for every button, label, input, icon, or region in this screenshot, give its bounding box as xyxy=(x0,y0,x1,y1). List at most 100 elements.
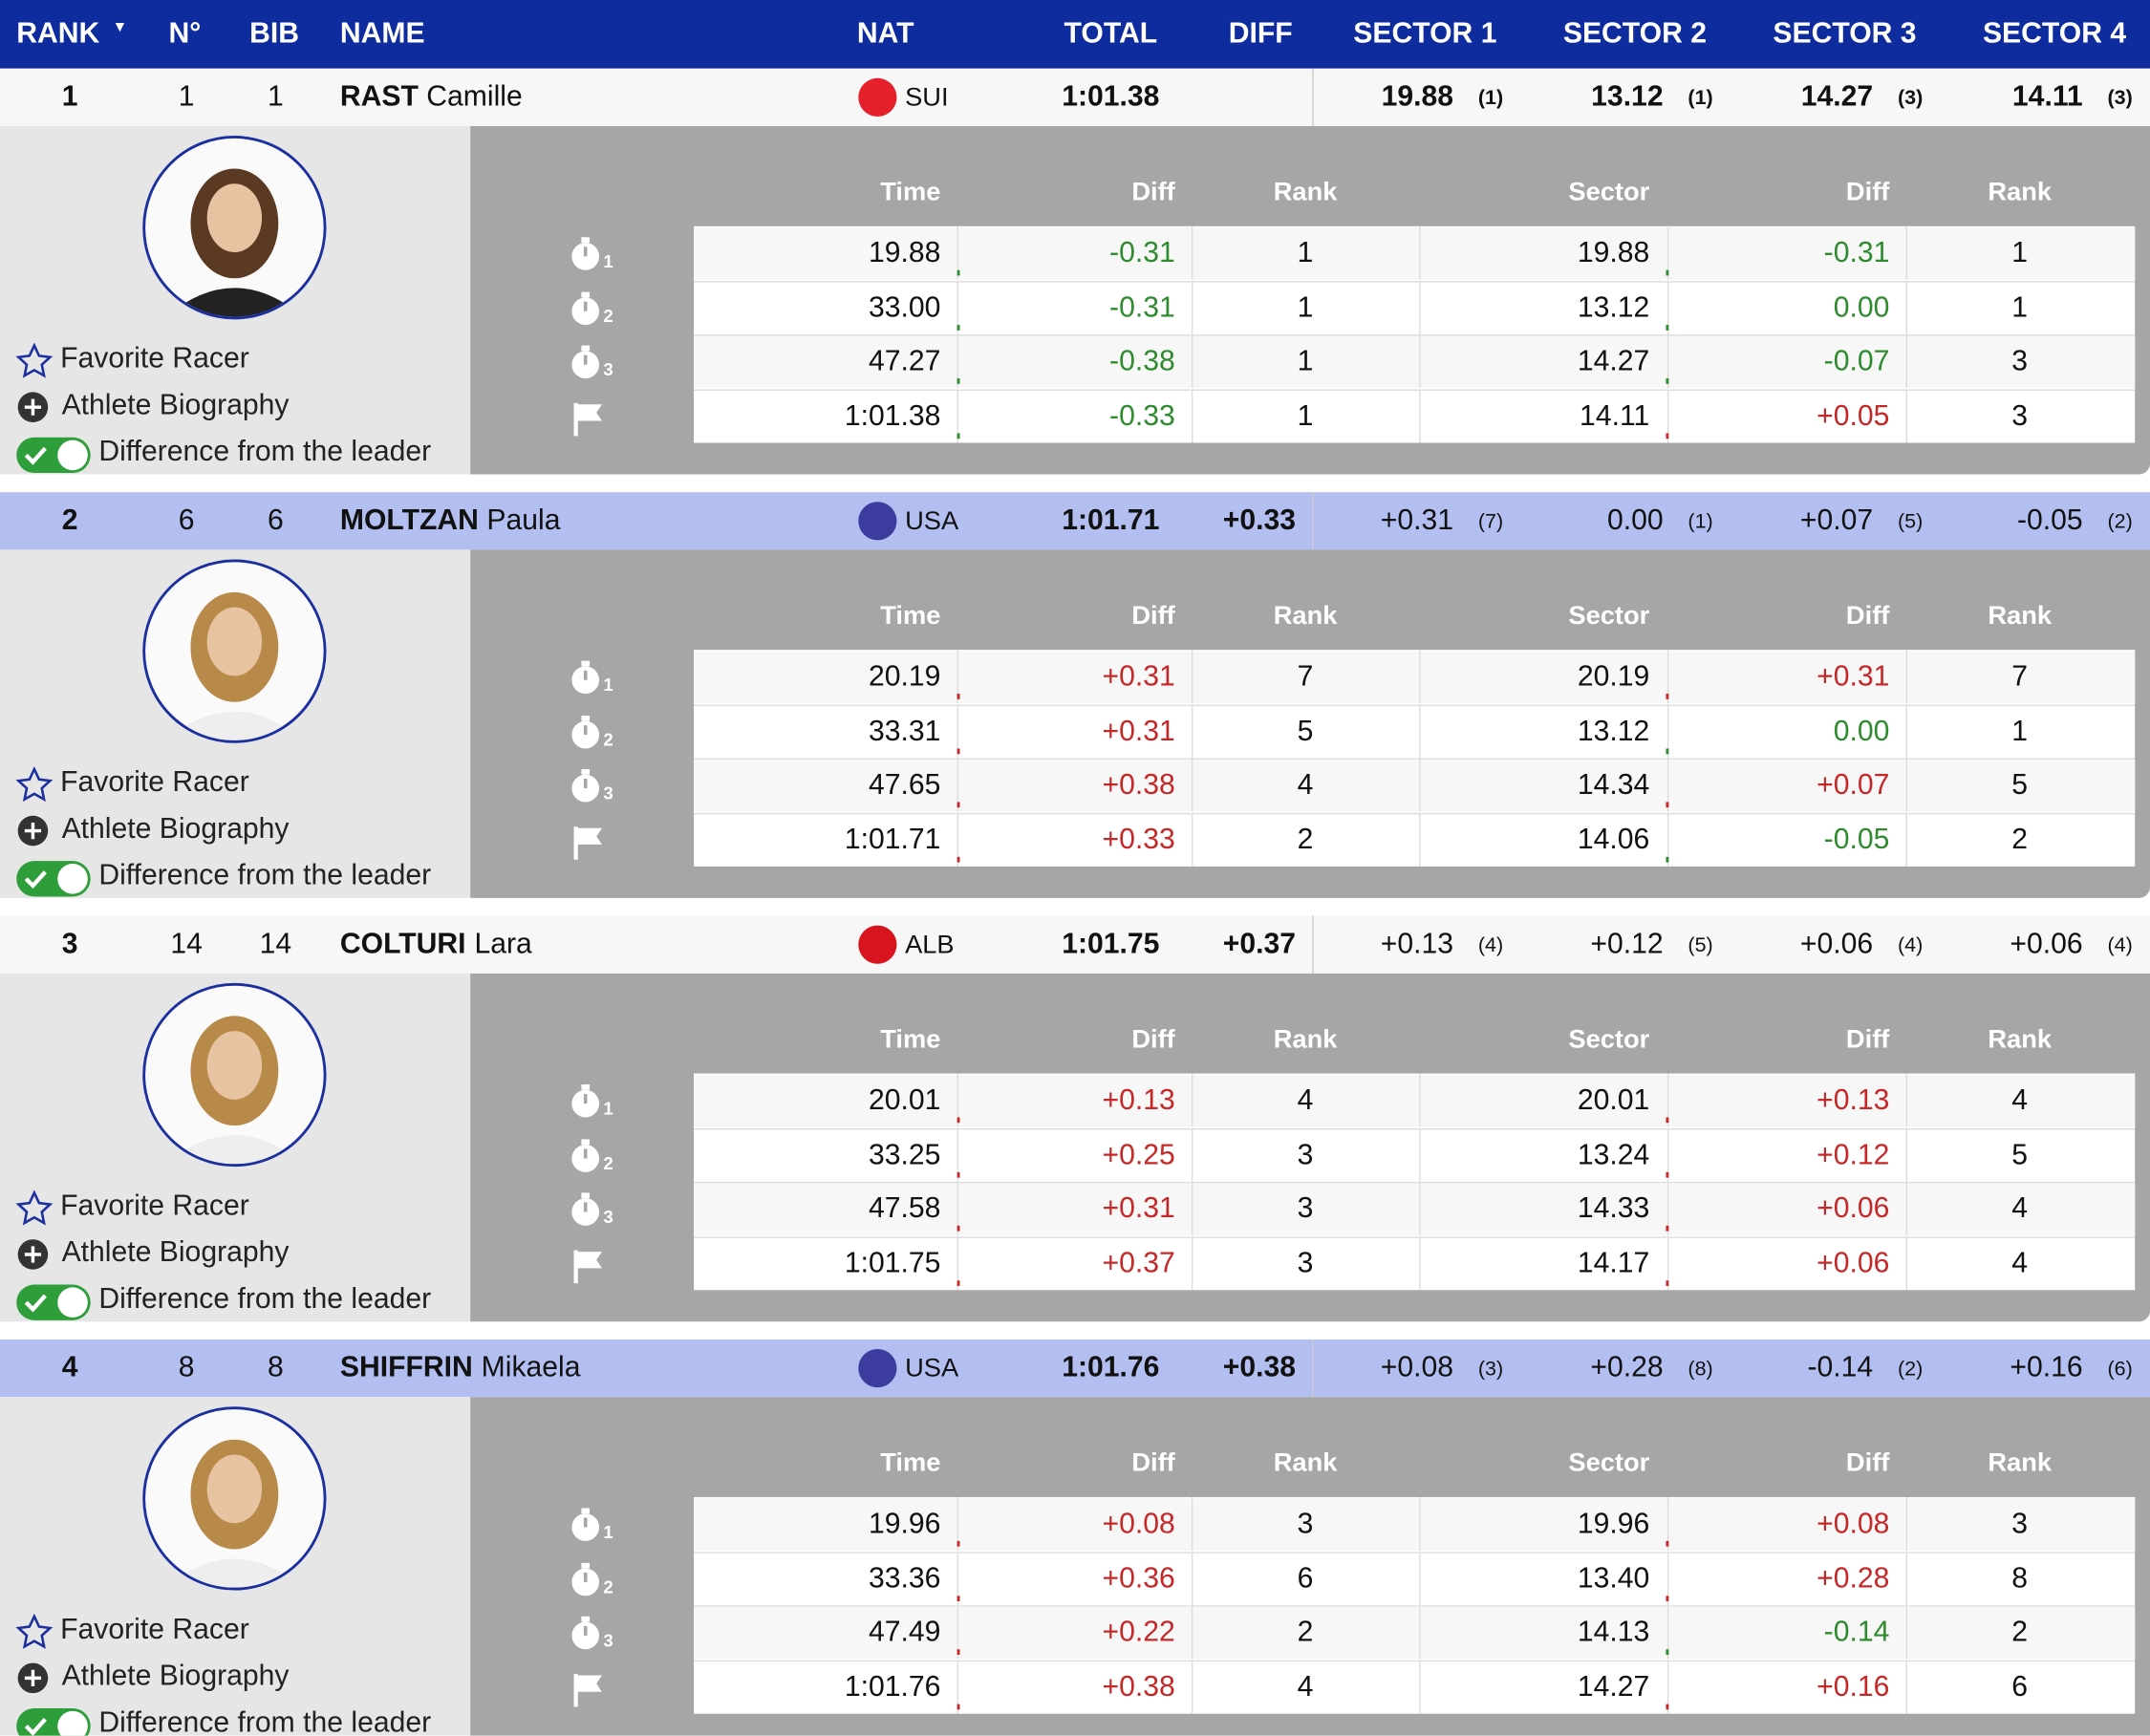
star-icon[interactable] xyxy=(15,765,54,803)
diff-tick xyxy=(957,1649,960,1655)
split-sector-rank: 1 xyxy=(2011,237,2029,269)
favorite-racer[interactable]: Favorite Racer xyxy=(60,342,249,375)
athlete-biography-icon[interactable] xyxy=(15,1661,54,1703)
racer-row[interactable] xyxy=(0,915,2150,974)
sector-value: 19.88 xyxy=(1381,80,1454,113)
leader-toggle[interactable]: Difference from the leader xyxy=(98,1283,432,1316)
star-icon[interactable] xyxy=(15,1189,54,1226)
split-column-header: Rank xyxy=(1273,1025,1338,1055)
leader-toggle[interactable]: Difference from the leader xyxy=(98,1706,432,1736)
col-line xyxy=(1419,1605,1421,1660)
row-shade xyxy=(694,759,2136,812)
toggle-switch[interactable] xyxy=(15,436,95,474)
favorite-racer[interactable]: Favorite Racer xyxy=(60,1189,249,1222)
sector-rank: (5) xyxy=(1897,509,1924,534)
sector-value: +0.13 xyxy=(1380,928,1454,960)
split-rank: 3 xyxy=(1297,1508,1314,1540)
split-column-header: Rank xyxy=(1988,601,2053,632)
toggle-switch[interactable] xyxy=(15,1283,95,1321)
col-line xyxy=(1666,650,1669,704)
leader-toggle-icon[interactable] xyxy=(15,1283,95,1328)
favorite-racer-icon[interactable] xyxy=(15,1189,54,1232)
leader-toggle-icon[interactable] xyxy=(15,860,95,905)
diff-tick xyxy=(1666,432,1669,439)
leader-toggle-icon[interactable] xyxy=(15,436,95,481)
racer-row[interactable] xyxy=(0,68,2150,127)
split-icon xyxy=(570,1559,620,1610)
split-icon-index: 1 xyxy=(603,674,613,696)
split-diff: +0.36 xyxy=(1102,1562,1175,1595)
plus-icon[interactable] xyxy=(15,813,54,848)
leader-toggle[interactable]: Difference from the leader xyxy=(98,436,432,468)
athlete-photo xyxy=(142,1406,327,1591)
toggle-switch[interactable] xyxy=(15,1707,95,1736)
split-icon-index: 2 xyxy=(603,305,613,326)
leader-toggle-icon[interactable] xyxy=(15,1707,95,1736)
split-time: 19.88 xyxy=(868,237,941,269)
row-shade xyxy=(694,1498,2136,1551)
athlete-biography[interactable]: Athlete Biography xyxy=(61,1236,290,1269)
athlete-biography[interactable]: Athlete Biography xyxy=(61,1660,290,1692)
split-rank: 7 xyxy=(1297,660,1314,693)
diff-tick xyxy=(957,1279,960,1286)
racer-row[interactable] xyxy=(0,492,2150,550)
split-diff: -0.31 xyxy=(1109,237,1175,269)
stopwatch-icon xyxy=(571,1138,600,1172)
plus-icon[interactable] xyxy=(15,390,54,425)
diff-tick xyxy=(957,694,960,699)
split-diff: -0.33 xyxy=(1109,399,1175,432)
col-line xyxy=(957,1605,959,1660)
athlete-biography-icon[interactable] xyxy=(15,813,54,855)
stopwatch-icon xyxy=(571,1616,600,1650)
favorite-racer[interactable]: Favorite Racer xyxy=(60,766,249,799)
athlete-biography-icon[interactable] xyxy=(15,390,54,432)
col-line xyxy=(1419,334,1421,389)
split-sector: 14.17 xyxy=(1577,1247,1650,1279)
split-sector: 14.11 xyxy=(1580,399,1650,432)
leader-toggle[interactable]: Difference from the leader xyxy=(98,859,432,891)
favorite-racer-icon[interactable] xyxy=(15,1613,54,1656)
col-line xyxy=(1666,334,1669,389)
split-column-header: Diff xyxy=(1131,1448,1175,1478)
split-icon-index: 1 xyxy=(603,1098,613,1119)
plus-icon[interactable] xyxy=(15,1236,54,1272)
portrait xyxy=(165,168,304,317)
athlete-biography[interactable]: Athlete Biography xyxy=(61,389,290,421)
diff-tick xyxy=(1666,269,1669,276)
split-sector: 14.13 xyxy=(1577,1616,1650,1648)
athlete-biography[interactable]: Athlete Biography xyxy=(61,812,290,845)
star-icon[interactable] xyxy=(15,342,54,378)
split-time: 1:01.76 xyxy=(844,1670,941,1703)
diff-tick xyxy=(957,1117,960,1124)
sector-rank: (2) xyxy=(1897,1357,1924,1381)
nation: USA xyxy=(905,1354,959,1383)
split-sector-rank: 3 xyxy=(2011,1508,2029,1540)
col-line xyxy=(1191,1496,1193,1551)
split-time: 20.19 xyxy=(868,660,941,693)
athlete-biography-icon[interactable] xyxy=(15,1236,54,1278)
col-line xyxy=(1905,1496,1908,1551)
col-line xyxy=(1905,225,1908,280)
col-line xyxy=(1191,280,1193,334)
split-sector-diff: +0.06 xyxy=(1817,1192,1890,1225)
column-header: NAME xyxy=(339,17,425,50)
diff-tick xyxy=(1666,856,1669,862)
racer-row[interactable] xyxy=(0,1339,2150,1398)
split-diff: +0.31 xyxy=(1102,1192,1175,1225)
col-line xyxy=(1666,812,1669,867)
plus-icon[interactable] xyxy=(15,1661,54,1696)
sector-value: +0.07 xyxy=(1799,504,1874,537)
split-diff: +0.25 xyxy=(1102,1138,1175,1170)
stopwatch-icon xyxy=(571,345,600,379)
diff-tick xyxy=(957,1540,960,1547)
diff-tick xyxy=(1666,1540,1669,1547)
favorite-racer-icon[interactable] xyxy=(15,765,54,808)
split-sector-rank: 4 xyxy=(2011,1247,2029,1279)
favorite-racer[interactable]: Favorite Racer xyxy=(60,1613,249,1645)
toggle-switch[interactable] xyxy=(15,860,95,898)
star-icon[interactable] xyxy=(15,1613,54,1649)
favorite-racer-icon[interactable] xyxy=(15,342,54,385)
number: 1 xyxy=(178,80,195,113)
split-sector-rank: 6 xyxy=(2011,1670,2029,1703)
nation: SUI xyxy=(905,83,949,113)
